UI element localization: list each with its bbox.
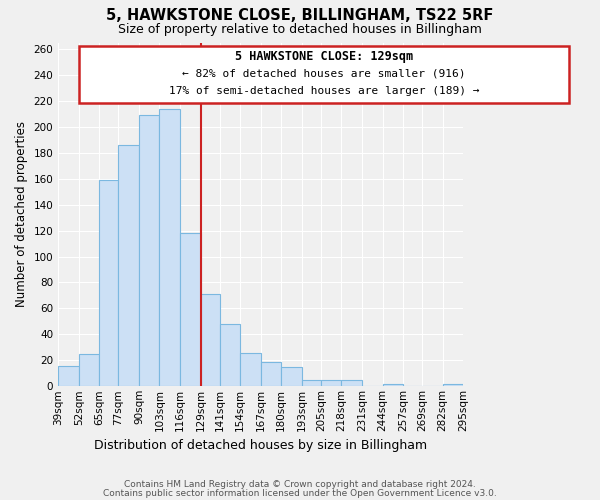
Text: Size of property relative to detached houses in Billingham: Size of property relative to detached ho…: [118, 22, 482, 36]
Bar: [79, 354, 100, 386]
X-axis label: Distribution of detached houses by size in Billingham: Distribution of detached houses by size …: [94, 440, 427, 452]
Text: Contains HM Land Registry data © Crown copyright and database right 2024.: Contains HM Land Registry data © Crown c…: [124, 480, 476, 489]
Text: ← 82% of detached houses are smaller (916): ← 82% of detached houses are smaller (91…: [182, 69, 466, 79]
Bar: [118, 145, 139, 386]
Bar: [341, 380, 362, 386]
Bar: [200, 294, 220, 386]
Bar: [220, 324, 240, 386]
Bar: [383, 384, 403, 386]
Bar: [302, 380, 321, 386]
Text: 5, HAWKSTONE CLOSE, BILLINGHAM, TS22 5RF: 5, HAWKSTONE CLOSE, BILLINGHAM, TS22 5RF: [106, 8, 494, 22]
Bar: [139, 115, 160, 386]
Bar: [240, 352, 261, 386]
Text: 17% of semi-detached houses are larger (189) →: 17% of semi-detached houses are larger (…: [169, 86, 479, 96]
Bar: [321, 380, 341, 386]
Y-axis label: Number of detached properties: Number of detached properties: [15, 122, 28, 308]
Bar: [180, 233, 200, 386]
Bar: [443, 384, 463, 386]
FancyBboxPatch shape: [79, 46, 569, 104]
Text: Contains public sector information licensed under the Open Government Licence v3: Contains public sector information licen…: [103, 488, 497, 498]
Bar: [261, 362, 281, 386]
Bar: [58, 366, 79, 386]
Bar: [100, 180, 118, 386]
Text: 5 HAWKSTONE CLOSE: 129sqm: 5 HAWKSTONE CLOSE: 129sqm: [235, 50, 413, 63]
Bar: [160, 108, 180, 386]
Bar: [281, 367, 302, 386]
